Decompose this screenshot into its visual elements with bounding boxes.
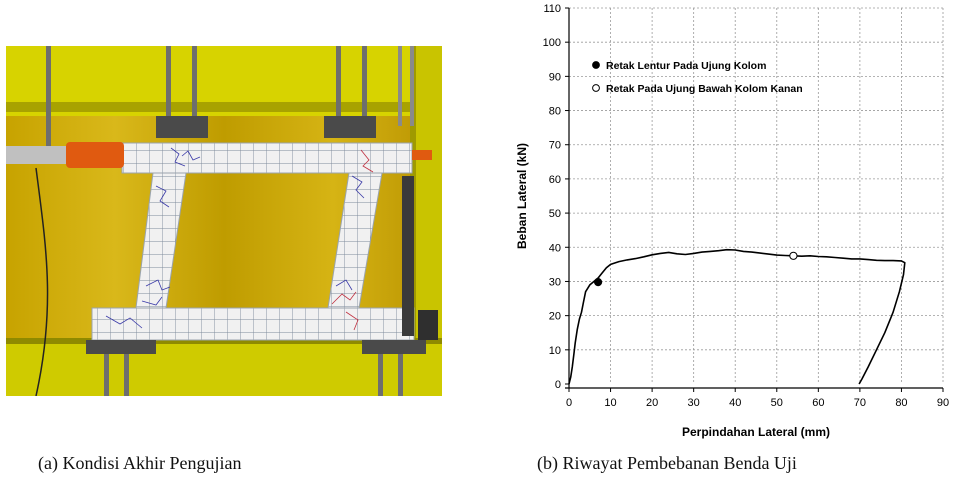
top-clamp-right: [324, 116, 376, 138]
chart-ticks: 0 10 20 30 40 50 60 70 80 90 100 110 0 10 20 30 40 50 60 70…: [543, 3, 949, 409]
x-tick-label: 10: [604, 397, 616, 409]
actuator-rod: [6, 146, 66, 164]
x-tick-label: 60: [812, 397, 824, 409]
chart-grid: [569, 7, 944, 384]
x-tick-label: 40: [729, 397, 741, 409]
specimen-top-beam: [121, 142, 413, 174]
y-tick-label: 30: [549, 276, 561, 288]
y-tick-label: 110: [543, 3, 561, 15]
marker-hollow: [789, 251, 798, 260]
top-clamp-left: [156, 116, 208, 138]
x-axis-title: Perpindahan Lateral (mm): [682, 425, 830, 439]
chart-series: [568, 248, 906, 385]
series-line: [568, 248, 906, 385]
x-tick-label: 30: [688, 397, 700, 409]
y-tick-label: 100: [543, 37, 561, 49]
marker-filled: [593, 278, 603, 287]
chart-markers: [593, 251, 798, 287]
legend-label: Retak Lentur Pada Ujung Kolom: [606, 60, 766, 72]
legend-label: Retak Pada Ujung Bawah Kolom Kanan: [606, 83, 803, 95]
crack-marks: [105, 147, 365, 329]
specimen-bottom-beam: [91, 307, 415, 341]
caption-b: (b) Riwayat Pembebanan Benda Uji: [537, 453, 797, 473]
y-tick-label: 70: [549, 140, 561, 152]
y-tick-label: 0: [555, 379, 561, 391]
chart-axes: [565, 8, 943, 389]
hydraulic-jack: [66, 142, 124, 168]
y-tick-label: 20: [549, 311, 561, 323]
y-tick-label: 60: [549, 174, 561, 186]
x-tick-label: 90: [937, 397, 949, 409]
reaction-frame-top: [6, 46, 442, 108]
y-tick-label: 40: [549, 242, 561, 254]
chart-legend: Retak Lentur Pada Ujung Kolom Retak Pada …: [592, 60, 803, 95]
caption-a: (a) Kondisi Akhir Pengujian: [38, 453, 242, 473]
x-tick-label: 20: [646, 397, 658, 409]
x-tick-label: 50: [771, 397, 783, 409]
specimen-photo: [6, 46, 442, 396]
specimen-photo-illustration: [6, 46, 442, 396]
y-tick-label: 10: [549, 345, 561, 357]
chart-canvas: 0 10 20 30 40 50 60 70 80 90 100 110 0 10 20 30 40 50 60 70…: [515, 3, 949, 439]
y-tick-label: 80: [549, 106, 561, 118]
legend-symbol: [592, 61, 600, 69]
legend-symbol: [592, 84, 600, 92]
x-tick-label: 0: [566, 397, 572, 409]
y-axis-title: Beban Lateral (kN): [515, 143, 529, 249]
x-tick-label: 80: [895, 397, 907, 409]
y-tick-label: 50: [549, 208, 561, 220]
x-tick-label: 70: [854, 397, 866, 409]
load-displacement-chart: 0 10 20 30 40 50 60 70 80 90 100 110 0 10 20 30 40 50 60 70…: [500, 0, 953, 440]
y-tick-label: 90: [549, 71, 561, 83]
